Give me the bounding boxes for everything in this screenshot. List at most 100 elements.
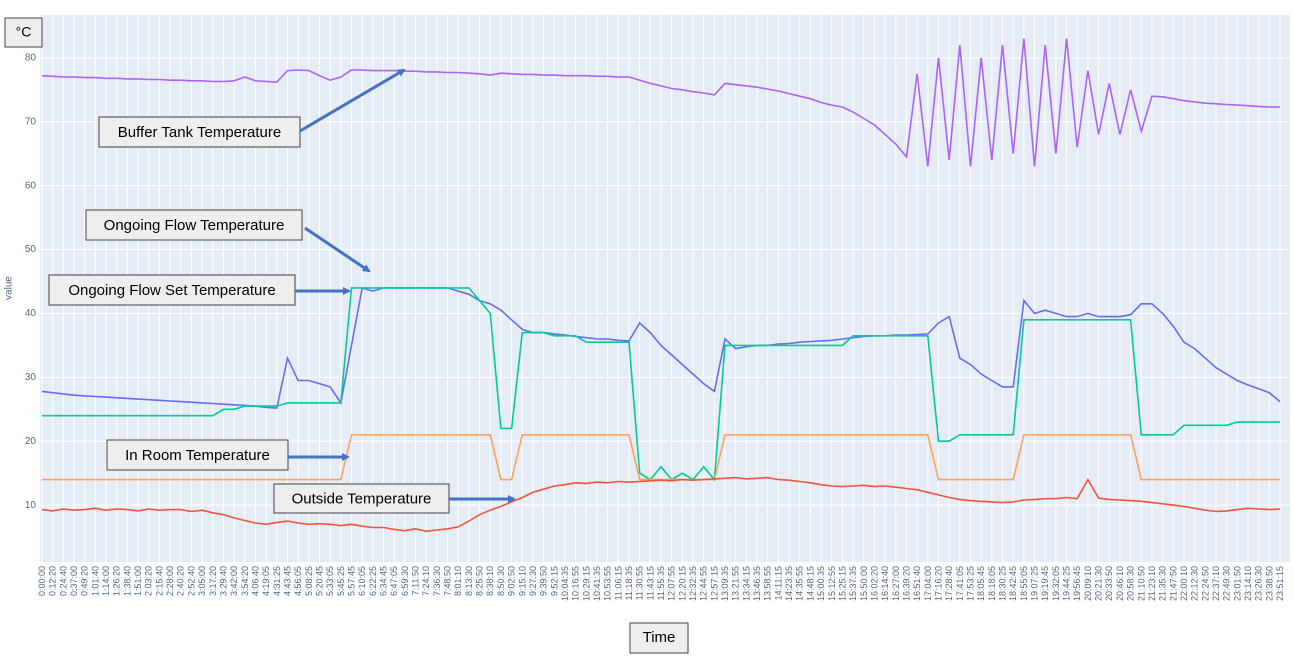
series-line xyxy=(41,476,1281,533)
x-tick-label: 5:08:25 xyxy=(304,566,314,596)
annotation-arrow xyxy=(299,68,406,133)
x-tick-label: 0:24:40 xyxy=(58,566,68,596)
x-tick-label: 8:01:10 xyxy=(453,566,463,596)
x-tick-label: 23:51:15 xyxy=(1275,566,1285,601)
x-tick-label: 0:12:20 xyxy=(48,566,58,596)
x-tick-label: 20:21:30 xyxy=(1094,566,1104,601)
y-axis-label: value xyxy=(4,276,15,300)
annotation-box xyxy=(85,209,303,241)
y-tick-label: 20 xyxy=(25,436,37,447)
x-tick-label: 16:02:20 xyxy=(869,566,879,601)
x-tick-label: 14:23:35 xyxy=(784,566,794,601)
x-tick-label: 10:41:35 xyxy=(592,566,602,601)
x-tick-label: 12:32:35 xyxy=(688,566,698,601)
x-tick-label: 6:47:05 xyxy=(389,566,399,596)
annotation-box xyxy=(106,439,289,471)
x-tick-label: 3:42:00 xyxy=(229,566,239,596)
x-tick-label: 16:39:20 xyxy=(901,566,911,601)
x-tick-label: 17:28:40 xyxy=(944,566,954,601)
x-tick-label: 9:15:10 xyxy=(517,566,527,596)
x-tick-label: 23:01:50 xyxy=(1232,566,1242,601)
x-tick-label: 3:17:20 xyxy=(208,566,218,596)
y-tick-label: 60 xyxy=(25,180,37,191)
x-tick-label: 1:38:40 xyxy=(122,566,132,596)
annotation-box xyxy=(98,116,301,148)
x-tick-label: 1:51:00 xyxy=(133,566,143,596)
x-tick-label: 0:49:20 xyxy=(80,566,90,596)
x-tick-label: 2:03:20 xyxy=(144,566,154,596)
annotation-label: Buffer Tank Temperature xyxy=(118,124,281,141)
x-tick-label: 16:27:00 xyxy=(891,566,901,601)
x-tick-label: 15:12:55 xyxy=(827,566,837,601)
x-tick-label: 8:38:10 xyxy=(485,566,495,596)
x-tick-label: 13:34:15 xyxy=(741,566,751,601)
x-tick-label: 18:30:25 xyxy=(998,566,1008,601)
x-tick-label: 19:07:25 xyxy=(1030,566,1040,601)
x-tick-label: 20:58:30 xyxy=(1126,566,1136,601)
x-tick-label: 22:00:10 xyxy=(1179,566,1189,601)
x-tick-label: 21:10:50 xyxy=(1136,566,1146,601)
x-tick-label: 20:33:50 xyxy=(1104,566,1114,601)
unit-box xyxy=(4,17,43,48)
annotation-box xyxy=(273,483,450,514)
series-line xyxy=(42,287,1280,482)
x-tick-label: 11:55:35 xyxy=(656,566,666,600)
x-tick-label: 13:58:55 xyxy=(763,566,773,601)
x-tick-label: 4:19:05 xyxy=(261,566,271,596)
x-tick-label: 14:11:15 xyxy=(773,566,783,600)
x-tick-label: 3:05:00 xyxy=(197,566,207,596)
x-tick-label: 7:36:30 xyxy=(432,566,442,596)
x-tick-label: 12:57:15 xyxy=(709,566,719,601)
x-tick-label: 12:07:55 xyxy=(667,566,677,601)
x-tick-label: 10:53:55 xyxy=(603,566,613,601)
x-tick-label: 18:42:45 xyxy=(1008,566,1018,601)
x-tick-label: 5:20:45 xyxy=(314,566,324,596)
y-tick-label: 10 xyxy=(25,500,37,511)
x-tick-label: 15:00:35 xyxy=(816,566,826,601)
x-tick-label: 9:39:50 xyxy=(539,566,549,596)
x-tick-label: 23:26:30 xyxy=(1254,566,1264,601)
x-tick-label: 11:43:15 xyxy=(645,566,655,600)
x-tick-label: 19:56:45 xyxy=(1072,566,1082,601)
x-tick-label: 6:22:25 xyxy=(368,566,378,596)
x-tick-label: 17:16:20 xyxy=(933,566,943,601)
annotation-label: In Room Temperature xyxy=(125,447,270,464)
x-tick-label: 7:48:50 xyxy=(443,566,453,596)
x-tick-label: 13:21:55 xyxy=(731,566,741,601)
x-tick-label: 21:47:50 xyxy=(1168,566,1178,601)
x-tick-label: 2:40:20 xyxy=(176,566,186,596)
x-tick-label: 15:25:15 xyxy=(837,566,847,601)
x-tick-label: 19:19:45 xyxy=(1040,566,1050,601)
x-tick-label: 14:35:55 xyxy=(795,566,805,601)
x-tick-label: 1:26:20 xyxy=(112,566,122,596)
x-tick-label: 11:30:55 xyxy=(635,566,645,600)
x-label-box xyxy=(629,622,689,654)
x-tick-label: 6:10:05 xyxy=(357,566,367,596)
y-tick-label: 40 xyxy=(25,308,37,319)
x-tick-label: 4:06:40 xyxy=(250,566,260,596)
x-tick-label: 10:29:15 xyxy=(581,566,591,601)
x-tick-label: 2:28:00 xyxy=(165,566,175,596)
x-tick-label: 22:12:30 xyxy=(1190,566,1200,601)
x-tick-label: 17:41:05 xyxy=(955,566,965,601)
y-tick-label: 70 xyxy=(25,116,37,127)
x-tick-label: 8:25:50 xyxy=(475,566,485,596)
y-tick-label: 50 xyxy=(25,244,37,255)
x-tick-label: 18:55:05 xyxy=(1019,566,1029,601)
annotation-box xyxy=(48,274,296,306)
x-tick-label: 17:04:00 xyxy=(923,566,933,601)
x-tick-label: 18:18:05 xyxy=(987,566,997,601)
x-tick-label: 5:57:45 xyxy=(347,566,357,596)
x-tick-label: 22:24:50 xyxy=(1200,566,1210,601)
x-tick-label: 6:59:30 xyxy=(400,566,410,596)
annotation-label: Outside Temperature xyxy=(292,490,432,507)
x-tick-label: 16:14:40 xyxy=(880,566,890,601)
x-tick-label: 4:43:45 xyxy=(282,566,292,596)
x-tick-label: 19:32:05 xyxy=(1051,566,1061,601)
x-tick-label: 17:53:25 xyxy=(966,566,976,601)
x-tick-label: 3:29:40 xyxy=(218,566,228,596)
x-tick-label: 8:13:30 xyxy=(464,566,474,596)
x-tick-label: 2:15:40 xyxy=(154,566,164,596)
series-line xyxy=(41,38,1280,167)
